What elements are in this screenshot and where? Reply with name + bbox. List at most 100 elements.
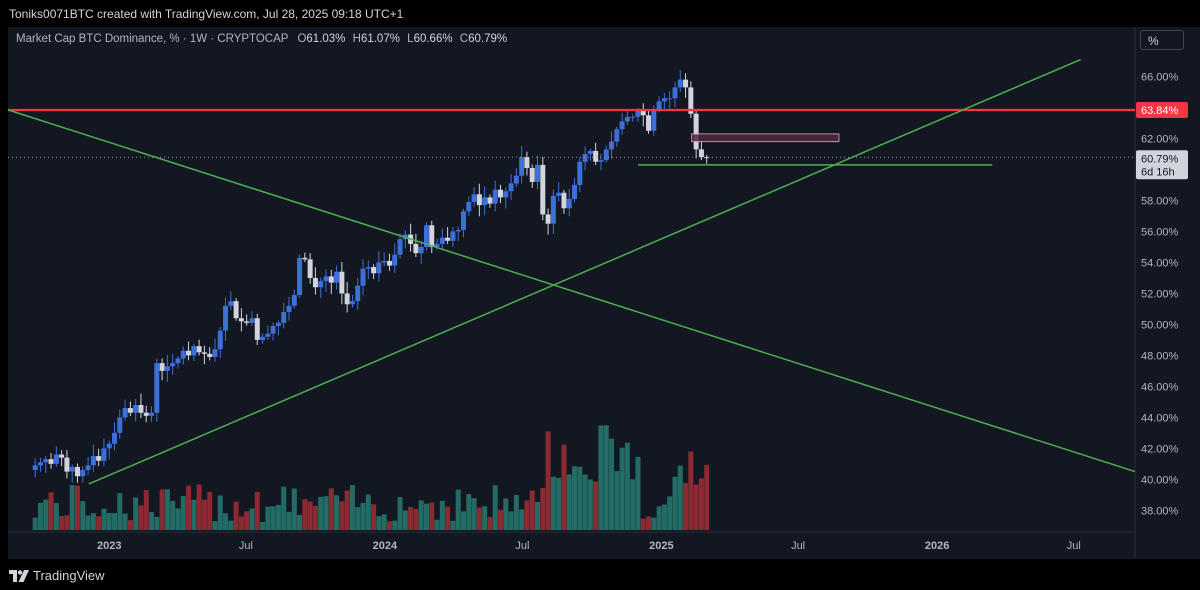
candle-body (587, 150, 593, 155)
candle-body (32, 465, 38, 471)
volume-bar (672, 476, 678, 530)
volume-bar (302, 499, 308, 530)
volume-bar (492, 485, 498, 530)
candle-body (392, 254, 398, 266)
candle-body (656, 101, 662, 110)
volume-bar (397, 497, 403, 530)
price-axis[interactable]: 38.00% 40.00% 42.00% 44.00% 46.00% 48.00% 50.0… (1141, 72, 1179, 518)
candle-body (217, 330, 223, 350)
volume-bar (217, 495, 223, 530)
candle-body (572, 185, 578, 199)
candle-body (117, 417, 123, 433)
candle-body (582, 154, 588, 162)
volume-bar (127, 520, 133, 530)
volume-bar (540, 488, 546, 530)
resistance-price-label: 63.84% (1141, 105, 1179, 117)
price-tick-label: 46.00% (1141, 381, 1179, 393)
percent-scale-button[interactable]: % (1140, 30, 1184, 50)
volume-bar (196, 484, 202, 530)
open-label: O (297, 33, 307, 45)
candle-body (524, 157, 530, 168)
candle-body (614, 129, 620, 142)
candle-body (80, 470, 86, 477)
volume-bar (683, 483, 689, 530)
price-tick-label: 54.00% (1141, 257, 1179, 269)
volume-bar (37, 502, 43, 530)
supply-zone (691, 133, 840, 143)
high-label: H (352, 33, 361, 45)
volume-bar (413, 508, 419, 530)
candle-body (487, 197, 493, 204)
volume-bar (418, 500, 424, 530)
volume-bar (598, 425, 604, 530)
volume-bar (445, 506, 451, 530)
candle-body (466, 202, 472, 212)
symbol-title[interactable]: Market Cap BTC Dominance, % · 1W · CRYPT… (16, 33, 289, 45)
volume-bar (482, 506, 488, 530)
candle-body (386, 260, 392, 266)
tradingview-brand: TradingView (33, 568, 105, 583)
candle-body (609, 141, 615, 150)
volume-bar (180, 495, 186, 530)
volume-bar (566, 474, 572, 530)
candle-body (529, 167, 535, 182)
low-label: L (407, 33, 414, 45)
candle-body (376, 262, 382, 274)
drawings[interactable] (7, 58, 1136, 485)
time-axis[interactable]: 2023 Jul 2024 Jul 2025 Jul 2026 Jul (97, 540, 1081, 552)
symbol-legend[interactable]: Market Cap BTC Dominance, % · 1W · CRYPT… (16, 33, 507, 45)
volume-bar (265, 506, 271, 530)
volume-bar (312, 505, 318, 530)
candle-body (238, 318, 244, 322)
volume-bar (90, 513, 96, 530)
volume-bar (143, 490, 149, 530)
volume-bar (32, 517, 38, 530)
volume-bar (386, 521, 392, 530)
time-tick-label: 2026 (925, 540, 949, 552)
candle-body (101, 448, 107, 461)
volume-bar (249, 508, 255, 530)
volume-bar (572, 466, 578, 530)
candle-body (180, 350, 186, 359)
volume-bar (355, 507, 361, 530)
volume-bar (186, 485, 192, 530)
candle-body (186, 350, 192, 356)
candle-body (672, 87, 678, 99)
volume-bar (429, 502, 435, 530)
price-tick-label: 52.00% (1141, 288, 1179, 300)
volume-bar (349, 485, 355, 530)
candle-body (53, 454, 59, 464)
volume-bar (64, 515, 70, 530)
tradingview-logo[interactable]: TradingView (9, 568, 105, 583)
price-tick-label: 48.00% (1141, 350, 1179, 362)
volume-bar (53, 503, 59, 530)
volume-bar (582, 474, 588, 530)
tradingview-logo-icon (9, 569, 29, 582)
candle-body (228, 301, 234, 306)
volume-bar (228, 520, 234, 530)
candle-body (223, 305, 229, 331)
volume-bar (260, 521, 266, 530)
volume-bar (191, 499, 197, 530)
candle-body (630, 116, 636, 118)
price-tick-label: 56.00% (1141, 226, 1179, 238)
close-value: 60.79% (468, 33, 508, 45)
price-chart[interactable]: 38.00% 40.00% 42.00% 44.00% 46.00% 48.00% 50.0… (0, 27, 1200, 562)
candle-body (270, 325, 276, 334)
open-value: 61.03% (306, 33, 346, 45)
volume-bar (545, 431, 551, 530)
candle-body (143, 412, 149, 416)
candle-body (439, 237, 445, 244)
volume-bar (201, 499, 207, 530)
candle-body (275, 322, 281, 326)
low-value: 60.66% (413, 33, 453, 45)
candle-body (365, 267, 371, 269)
volume-bar (254, 491, 260, 530)
candle-body (698, 149, 704, 158)
candle-body (74, 466, 80, 477)
volume-bar (48, 492, 54, 530)
volume-bar (609, 438, 615, 530)
volume-bar (339, 501, 345, 530)
volume-bar (122, 513, 128, 530)
candle-body (64, 457, 70, 472)
